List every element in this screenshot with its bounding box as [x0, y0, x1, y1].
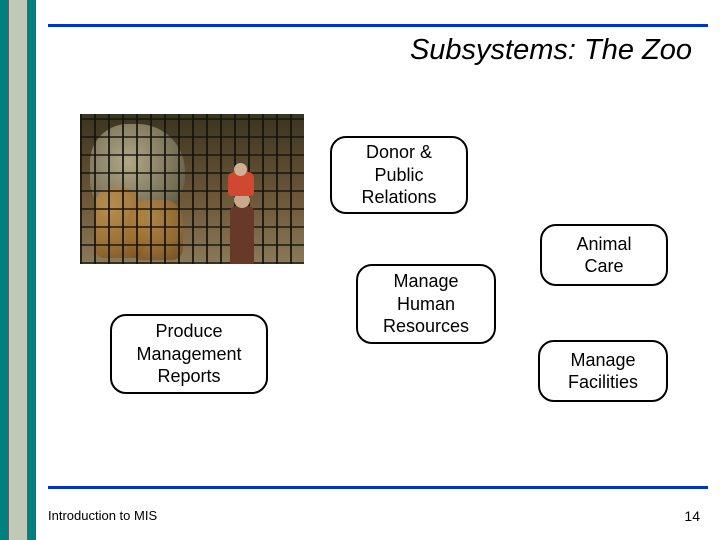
bottom-divider-line	[48, 486, 708, 489]
diagram-node-label: Manage Facilities	[568, 349, 638, 394]
footer-left-text: Introduction to MIS	[48, 508, 157, 523]
diagram-node-reports: Produce Management Reports	[110, 314, 268, 394]
diagram-node-label: Donor & Public Relations	[361, 141, 436, 209]
zoo-photo	[80, 114, 304, 264]
diagram-node-donor: Donor & Public Relations	[330, 136, 468, 214]
left-accent-bar-inner	[8, 0, 28, 540]
zoo-photo-cage-bars-v	[80, 114, 304, 264]
top-divider-line	[48, 24, 708, 27]
diagram-node-label: Manage Human Resources	[383, 270, 469, 338]
diagram-node-label: Produce Management Reports	[136, 320, 241, 388]
diagram-node-hr: Manage Human Resources	[356, 264, 496, 344]
zoo-photo-visitor	[220, 172, 266, 264]
slide-title: Subsystems: The Zoo	[48, 34, 708, 67]
zoo-photo-visitor-body	[230, 206, 254, 264]
diagram-node-label: Animal Care	[576, 233, 631, 278]
page-number: 14	[684, 508, 700, 524]
diagram-node-animal: Animal Care	[540, 224, 668, 286]
left-accent-bar	[0, 0, 36, 540]
diagram-node-facilities: Manage Facilities	[538, 340, 668, 402]
zoo-photo-child-head	[234, 163, 247, 176]
